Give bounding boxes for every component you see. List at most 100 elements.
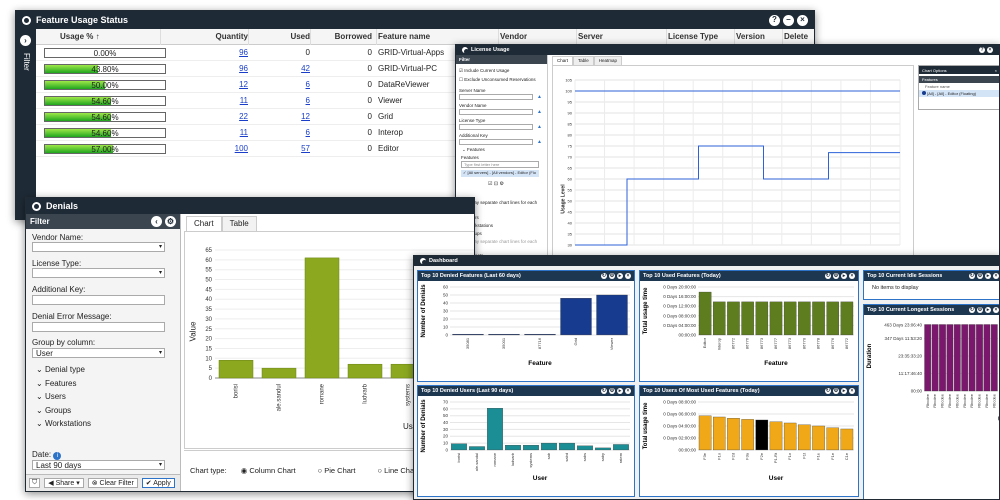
checkbox-icon[interactable]: ☑ ⊡ ⚙ (488, 181, 504, 187)
close-icon[interactable]: × (993, 306, 999, 313)
refresh-icon[interactable]: ↻ (601, 272, 607, 279)
refresh-icon[interactable]: ↻ (969, 306, 975, 313)
help-icon[interactable]: ? (979, 46, 985, 53)
column-header-5[interactable]: Vendor (500, 32, 528, 41)
used-link[interactable]: 6 (305, 128, 310, 137)
maximize-icon[interactable]: ▸ (841, 272, 847, 279)
include-current-checkbox[interactable]: ☑ Include Current Usage (459, 68, 510, 73)
column-header-1[interactable]: Quantity (215, 32, 248, 41)
close-icon[interactable]: × (849, 272, 855, 279)
refresh-icon[interactable]: ↻ (601, 387, 607, 394)
refresh-icon[interactable]: ↻ (825, 387, 831, 394)
y-tick-label: 0 Days 08:00:00 (663, 313, 696, 318)
maximize-icon[interactable]: ▸ (985, 306, 991, 313)
info-icon[interactable]: ▲ (537, 139, 542, 145)
info-icon[interactable]: ▲ (537, 109, 542, 115)
settings-icon[interactable]: ⚙ (609, 272, 615, 279)
used-link[interactable]: 12 (301, 112, 310, 121)
column-header-9[interactable]: Delete (784, 32, 809, 41)
close-icon[interactable]: × (987, 46, 993, 53)
date-select[interactable]: Last 90 days ▾ (32, 460, 165, 470)
section-groups[interactable]: ⌄ Groups (36, 406, 71, 415)
x-tick-label: 35001 (501, 337, 506, 349)
chart-type-column-chart[interactable]: ◉ Column Chart (241, 466, 296, 475)
used-link[interactable]: 6 (305, 96, 310, 105)
used-link[interactable]: 57 (301, 144, 310, 153)
column-header-8[interactable]: Version (736, 32, 765, 41)
section-features[interactable]: ⌄ Features (36, 379, 77, 388)
feature-type-filter[interactable]: Type first letter here (461, 161, 539, 168)
tab-table[interactable]: Table (221, 216, 257, 231)
field-input[interactable] (459, 124, 533, 130)
tab-heatmap[interactable]: Heatmap (593, 56, 623, 65)
section-workstations[interactable]: ⌄ Workstations (36, 419, 91, 428)
restore-icon[interactable]: – (783, 14, 794, 26)
exclude-unconsumed-checkbox[interactable]: ☐ Exclude Unconsumed Reservations (459, 77, 536, 82)
selected-feature-item[interactable]: ✓ [All servers] - [All vendors] - Editor… (461, 170, 539, 177)
additional-key-input[interactable] (32, 295, 165, 305)
quantity-link[interactable]: 22 (239, 112, 248, 121)
quantity-link[interactable]: 12 (239, 80, 248, 89)
info-icon[interactable]: ▲ (537, 124, 542, 130)
settings-icon[interactable]: ⚙ (977, 272, 983, 279)
field-input[interactable] (459, 139, 533, 145)
clear-filter-button[interactable]: ⊗ Clear Filter (87, 478, 138, 488)
help-icon[interactable]: ? (769, 14, 780, 26)
expand-icon[interactable]: › (20, 35, 31, 46)
column-header-3[interactable]: Borrowed (334, 32, 372, 41)
tab-chart[interactable]: Chart (186, 216, 222, 231)
column-header-4[interactable]: Feature name (378, 32, 431, 41)
column-header-7[interactable]: License Type (668, 32, 719, 41)
refresh-icon[interactable]: ↻ (969, 272, 975, 279)
close-icon[interactable]: × (993, 272, 999, 279)
chart-type-pie-chart[interactable]: ○ Pie Chart (318, 466, 356, 475)
info-icon[interactable]: i (53, 452, 62, 460)
chart-type-line-chart[interactable]: ○ Line Chart (378, 466, 419, 475)
radio-icon: ○ (317, 466, 323, 475)
legend-entry[interactable]: [All] - [All] - Editor (Floating) (919, 90, 999, 97)
quantity-link[interactable]: 100 (234, 144, 248, 153)
quantity-link[interactable]: 96 (239, 48, 248, 57)
vendor-name-select[interactable]: ▾ (32, 242, 165, 252)
maximize-icon[interactable]: ▸ (841, 387, 847, 394)
column-header-2[interactable]: Used (290, 32, 310, 41)
used-link[interactable]: 0 (305, 48, 310, 57)
settings-icon[interactable]: ⚙ (165, 216, 176, 227)
section-denial-type[interactable]: ⌄ Denial type (36, 365, 85, 374)
denial-error-input[interactable] (32, 322, 165, 332)
quantity-link[interactable]: 11 (239, 128, 248, 137)
maximize-icon[interactable]: ▸ (617, 387, 623, 394)
settings-icon[interactable]: ⚙ (977, 306, 983, 313)
used-link[interactable]: 42 (301, 64, 310, 73)
group-by-select[interactable]: User ▾ (32, 348, 165, 358)
collapse-icon[interactable]: ‹ (151, 216, 162, 227)
maximize-icon[interactable]: ▸ (985, 272, 991, 279)
column-header-0[interactable]: Usage % ↑ (60, 32, 100, 41)
settings-icon[interactable]: ⚙ (833, 387, 839, 394)
maximize-icon[interactable]: ▸ (617, 272, 623, 279)
filter-icon[interactable]: ⛉ (29, 478, 41, 488)
tab-chart[interactable]: Chart (552, 56, 574, 65)
field-input[interactable] (459, 94, 533, 100)
tab-table[interactable]: Table (573, 56, 594, 65)
close-icon[interactable]: × (625, 387, 631, 394)
features-section[interactable]: ⌄ Features (462, 147, 485, 152)
column-header-6[interactable]: Server (578, 32, 603, 41)
close-icon[interactable]: × (849, 387, 855, 394)
used-link[interactable]: 6 (305, 80, 310, 89)
close-icon[interactable]: × (994, 67, 997, 73)
settings-icon[interactable]: ⚙ (609, 387, 615, 394)
close-icon[interactable]: × (797, 14, 808, 26)
info-icon[interactable]: ▲ (537, 94, 542, 100)
field-input[interactable] (459, 109, 533, 115)
filter-side-tab[interactable]: › Filter (16, 29, 36, 219)
apply-button[interactable]: ✔ Apply (141, 478, 175, 488)
section-users[interactable]: ⌄ Users (36, 392, 66, 401)
quantity-link[interactable]: 96 (239, 64, 248, 73)
close-icon[interactable]: × (625, 272, 631, 279)
license-type-select[interactable]: ▾ (32, 268, 165, 278)
quantity-link[interactable]: 11 (239, 96, 248, 105)
refresh-icon[interactable]: ↻ (825, 272, 831, 279)
settings-icon[interactable]: ⚙ (833, 272, 839, 279)
share-button[interactable]: ◀ Share ▾ (44, 478, 84, 488)
